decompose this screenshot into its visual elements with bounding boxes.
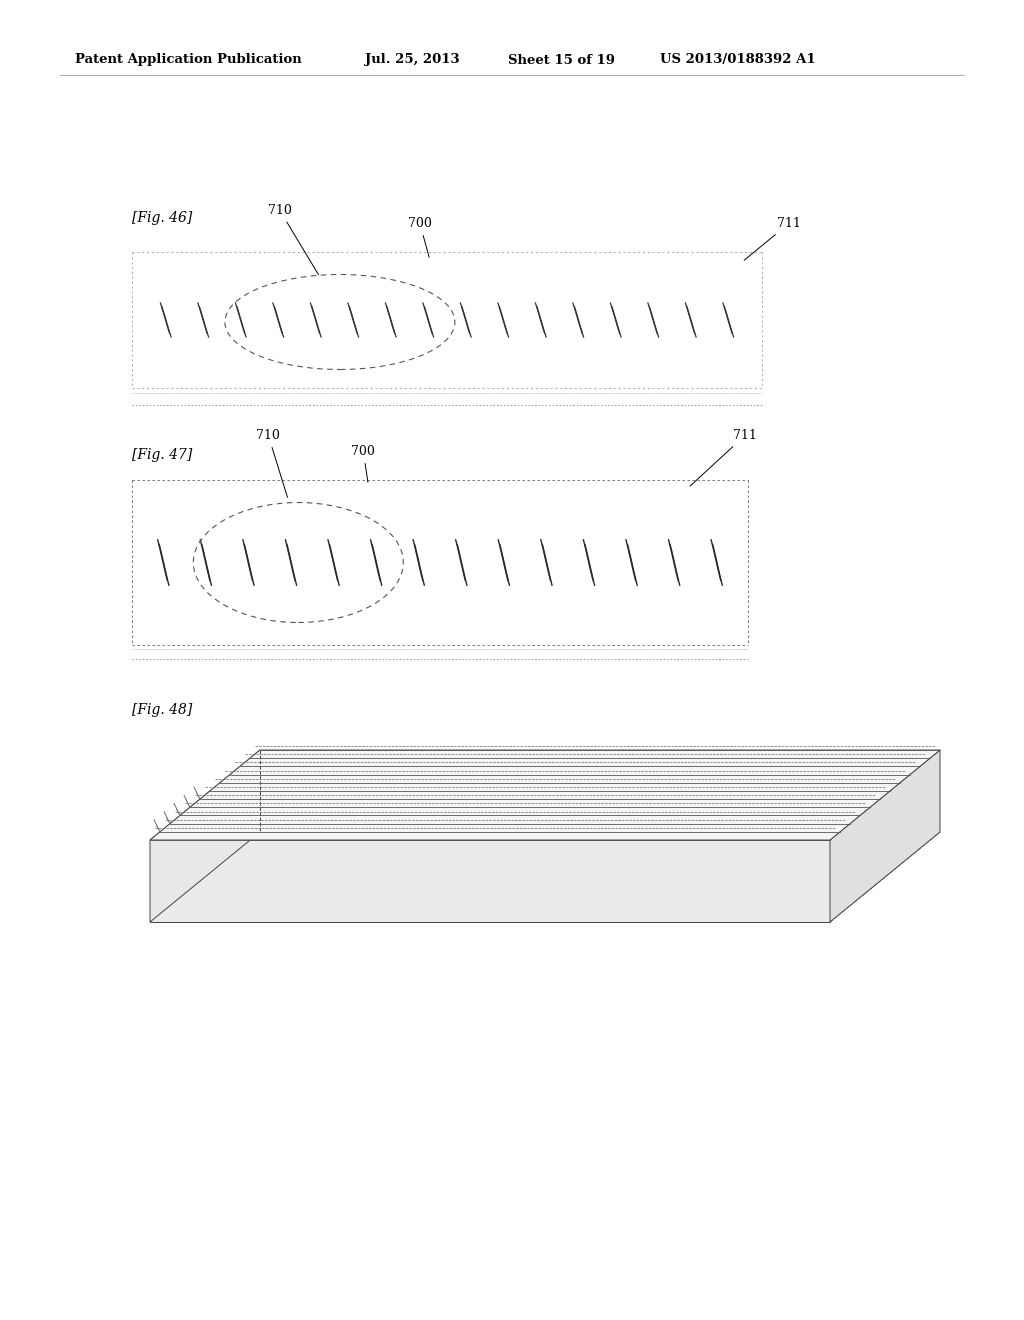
Text: 710: 710 bbox=[268, 205, 318, 275]
Text: [Fig. 47]: [Fig. 47] bbox=[132, 447, 193, 462]
Text: [Fig. 46]: [Fig. 46] bbox=[132, 211, 193, 224]
Text: Patent Application Publication: Patent Application Publication bbox=[75, 54, 302, 66]
Text: US 2013/0188392 A1: US 2013/0188392 A1 bbox=[660, 54, 816, 66]
Text: 710: 710 bbox=[256, 429, 288, 498]
Text: [Fig. 48]: [Fig. 48] bbox=[132, 704, 193, 717]
Text: 711: 711 bbox=[744, 216, 801, 260]
Polygon shape bbox=[150, 750, 940, 840]
Polygon shape bbox=[150, 840, 830, 921]
Polygon shape bbox=[830, 750, 940, 921]
Text: 700: 700 bbox=[351, 445, 375, 482]
Text: Sheet 15 of 19: Sheet 15 of 19 bbox=[508, 54, 615, 66]
Text: Jul. 25, 2013: Jul. 25, 2013 bbox=[365, 54, 460, 66]
Text: 711: 711 bbox=[690, 429, 757, 486]
Polygon shape bbox=[150, 832, 940, 921]
Text: 700: 700 bbox=[408, 216, 432, 257]
Polygon shape bbox=[150, 750, 260, 921]
